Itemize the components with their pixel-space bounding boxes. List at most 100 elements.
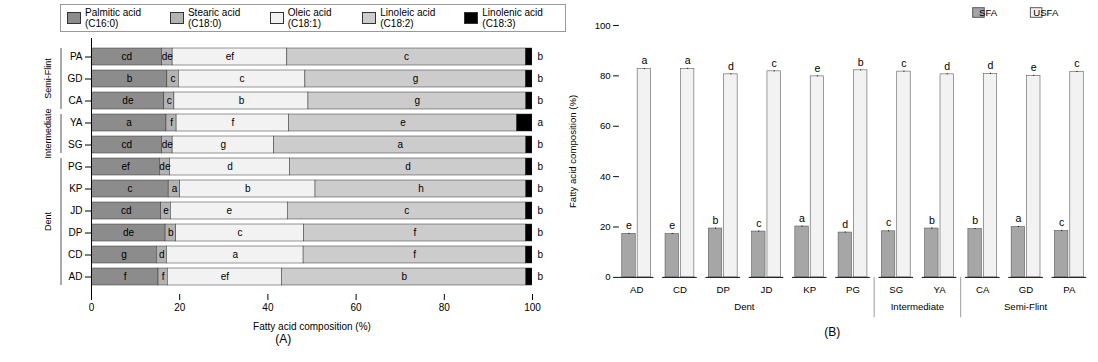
svg-text:c: c <box>886 216 891 228</box>
svg-text:g: g <box>121 249 127 260</box>
svg-text:a: a <box>397 139 403 150</box>
svg-text:f: f <box>170 117 173 128</box>
svg-text:CA: CA <box>976 284 990 295</box>
svg-text:f: f <box>413 249 416 260</box>
svg-text:SG: SG <box>68 139 83 150</box>
svg-text:CD: CD <box>68 249 82 260</box>
svg-text:ef: ef <box>225 51 234 62</box>
svg-text:b: b <box>929 214 935 226</box>
svg-text:CD: CD <box>673 284 687 295</box>
svg-text:c: c <box>127 183 132 194</box>
svg-text:e: e <box>1031 61 1037 73</box>
svg-text:d: d <box>945 60 951 72</box>
svg-text:ef: ef <box>220 271 229 282</box>
svg-text:JD: JD <box>761 284 773 295</box>
svg-text:0: 0 <box>606 271 611 282</box>
svg-text:b: b <box>126 73 132 84</box>
svg-text:h: h <box>418 183 424 194</box>
svg-text:c: c <box>404 205 409 216</box>
svg-text:c: c <box>756 217 761 229</box>
svg-text:0: 0 <box>88 302 94 313</box>
svg-text:b: b <box>537 249 543 260</box>
svg-text:b: b <box>537 205 543 216</box>
svg-text:f: f <box>231 117 234 128</box>
svg-text:100: 100 <box>524 302 541 313</box>
svg-text:de: de <box>159 161 171 172</box>
svg-text:CA: CA <box>68 95 82 106</box>
svg-text:b: b <box>245 183 251 194</box>
svg-text:g: g <box>220 139 226 150</box>
svg-text:40: 40 <box>262 302 274 313</box>
svg-text:a: a <box>642 54 648 66</box>
svg-text:f: f <box>161 271 164 282</box>
svg-text:e: e <box>815 62 821 74</box>
svg-text:Fatty acid composition (%): Fatty acid composition (%) <box>568 95 579 208</box>
svg-text:de: de <box>161 139 173 150</box>
svg-text:b: b <box>537 161 543 172</box>
svg-text:de: de <box>161 51 173 62</box>
svg-text:g: g <box>414 95 420 106</box>
svg-text:80: 80 <box>600 70 611 81</box>
svg-text:DP: DP <box>717 284 730 295</box>
svg-text:b: b <box>537 95 543 106</box>
svg-text:GD: GD <box>1019 284 1033 295</box>
svg-text:e: e <box>626 219 632 231</box>
svg-text:d: d <box>159 249 165 260</box>
svg-text:c: c <box>1059 216 1064 228</box>
svg-text:e: e <box>226 205 232 216</box>
svg-text:b: b <box>238 95 244 106</box>
svg-text:e: e <box>670 219 676 231</box>
svg-text:SFA: SFA <box>979 7 998 18</box>
svg-text:b: b <box>168 227 174 238</box>
svg-text:Semi-Flint: Semi-Flint <box>1004 301 1048 312</box>
svg-text:KP: KP <box>69 183 83 194</box>
svg-text:a: a <box>232 249 238 260</box>
svg-text:c: c <box>1075 57 1080 69</box>
svg-text:b: b <box>537 139 543 150</box>
svg-text:Dent: Dent <box>735 301 756 312</box>
svg-text:b: b <box>713 214 719 226</box>
svg-text:Semi-Flint: Semi-Flint <box>43 58 53 99</box>
svg-text:c: c <box>237 227 242 238</box>
svg-text:b: b <box>537 271 543 282</box>
svg-text:d: d <box>405 161 411 172</box>
svg-text:c: c <box>902 57 907 69</box>
svg-text:JD: JD <box>70 205 82 216</box>
svg-text:e: e <box>400 117 406 128</box>
svg-text:USFA: USFA <box>1034 7 1060 18</box>
svg-text:20: 20 <box>174 302 186 313</box>
svg-text:100: 100 <box>595 20 611 31</box>
svg-text:DP: DP <box>68 227 82 238</box>
svg-text:AD: AD <box>68 271 82 282</box>
svg-text:c: c <box>170 73 175 84</box>
svg-text:de: de <box>122 95 134 106</box>
svg-text:b: b <box>537 73 543 84</box>
svg-text:c: c <box>239 73 244 84</box>
svg-text:ef: ef <box>121 161 130 172</box>
svg-text:a: a <box>799 212 805 224</box>
svg-text:a: a <box>126 117 132 128</box>
svg-text:KP: KP <box>804 284 817 295</box>
svg-text:Fatty acid composition (%): Fatty acid composition (%) <box>253 321 371 332</box>
svg-text:cd: cd <box>121 205 132 216</box>
svg-text:d: d <box>227 161 233 172</box>
svg-text:PG: PG <box>846 284 860 295</box>
svg-text:PG: PG <box>68 161 83 172</box>
svg-text:60: 60 <box>350 302 362 313</box>
svg-text:b: b <box>537 51 543 62</box>
svg-text:b: b <box>401 271 407 282</box>
svg-text:a: a <box>685 54 691 66</box>
svg-text:GD: GD <box>67 73 82 84</box>
svg-text:a: a <box>171 183 177 194</box>
svg-text:cd: cd <box>121 51 132 62</box>
svg-text:de: de <box>123 227 135 238</box>
svg-text:b: b <box>537 227 543 238</box>
svg-text:60: 60 <box>600 120 611 131</box>
svg-text:a: a <box>537 117 543 128</box>
svg-text:YA: YA <box>934 284 947 295</box>
svg-text:SG: SG <box>890 284 904 295</box>
svg-text:c: c <box>772 57 777 69</box>
svg-text:Dent: Dent <box>43 211 53 231</box>
svg-text:a: a <box>1016 212 1022 224</box>
svg-text:YA: YA <box>70 117 83 128</box>
